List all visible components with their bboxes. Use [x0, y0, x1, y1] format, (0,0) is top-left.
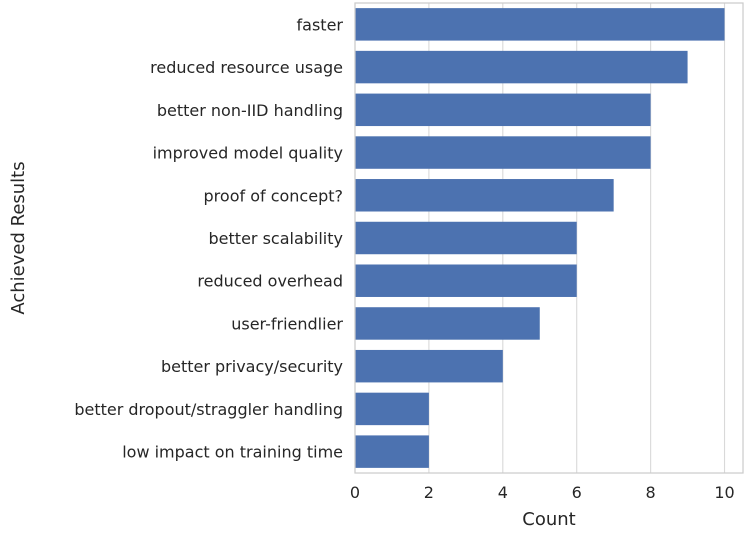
y-category-label: better privacy/security	[161, 357, 343, 376]
x-axis-title: Count	[522, 509, 575, 530]
y-category-label: better non-IID handling	[157, 101, 343, 120]
bars	[355, 8, 725, 468]
y-category-label: proof of concept?	[204, 186, 343, 205]
bar	[355, 392, 429, 426]
x-tick-label: 2	[424, 483, 434, 502]
y-category-label: reduced resource usage	[150, 58, 343, 77]
bar	[355, 349, 503, 383]
bar	[355, 8, 725, 41]
bar	[355, 93, 651, 127]
bar	[355, 179, 614, 212]
x-tick-label: 6	[572, 483, 582, 502]
y-category-label: better scalability	[209, 229, 343, 248]
y-category-labels: faster reduced resource usage better non-I…	[74, 15, 343, 461]
y-category-label: low impact on training time	[122, 443, 343, 462]
bar	[355, 307, 540, 340]
plot-frame	[354, 2, 744, 474]
bar	[355, 221, 577, 255]
bar	[355, 50, 688, 84]
y-category-label: reduced overhead	[197, 272, 343, 291]
y-category-label: faster	[297, 15, 344, 34]
y-axis-title: Achieved Results	[8, 161, 29, 314]
x-tick-label: 8	[646, 483, 656, 502]
y-category-label: improved model quality	[153, 144, 343, 163]
x-tick-labels: 0 2 4 6 8 10	[350, 483, 735, 502]
x-tick-label: 0	[350, 483, 360, 502]
y-category-label: better dropout/straggler handling	[74, 400, 343, 419]
bar	[355, 435, 429, 468]
x-tick-label: 10	[714, 483, 734, 502]
x-tick-label: 4	[498, 483, 508, 502]
bar	[355, 136, 651, 169]
y-category-label: user-friendlier	[231, 314, 343, 333]
bar	[355, 264, 577, 297]
